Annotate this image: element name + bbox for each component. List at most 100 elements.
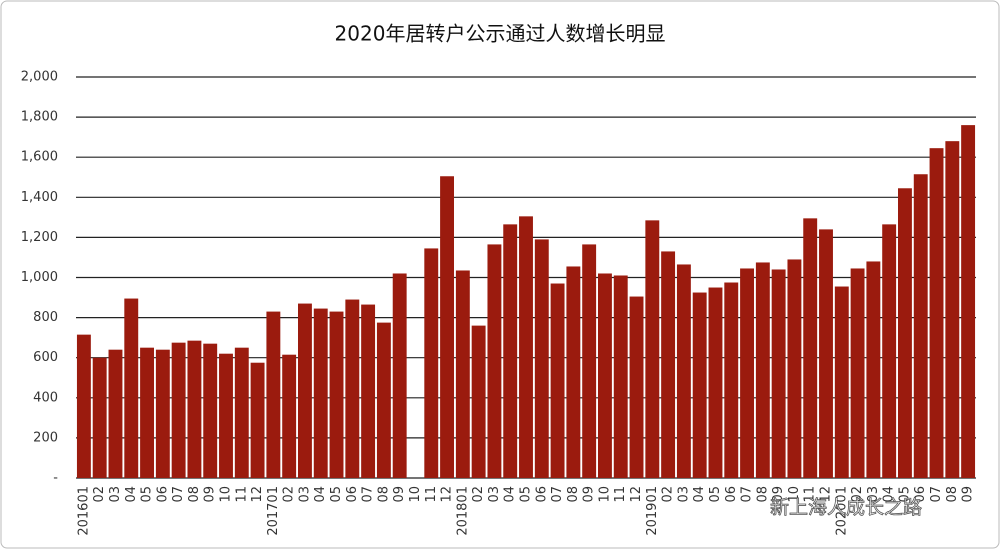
x-tick-label: 06 (913, 486, 928, 503)
x-tick-label: 02 (661, 486, 676, 503)
bar (582, 244, 597, 478)
bar (345, 299, 360, 478)
bar (519, 216, 533, 478)
bar (487, 244, 502, 478)
x-tick-label: 08 (945, 486, 960, 503)
x-tick-label: 202001 (834, 486, 849, 536)
x-tick-label: 07 (550, 486, 565, 503)
bar (945, 141, 960, 478)
bar (503, 224, 518, 478)
x-tick-label: 08 (187, 486, 202, 503)
bar (898, 188, 912, 478)
x-tick-label: 06 (534, 486, 549, 503)
y-tick-label: - (53, 471, 58, 486)
bar (866, 261, 881, 478)
x-tick-label: 03 (676, 486, 691, 503)
y-tick-label: 200 (33, 430, 58, 445)
bar (534, 239, 549, 478)
x-tick-label: 11 (424, 486, 439, 503)
x-tick-label: 09 (392, 486, 407, 503)
x-tick-label: 02 (471, 486, 486, 503)
x-tick-label: 11 (803, 486, 818, 503)
bar (755, 262, 770, 478)
bar (250, 362, 265, 478)
x-tick-label: 03 (108, 486, 123, 503)
bar (219, 353, 233, 478)
x-tick-label: 10 (787, 486, 802, 503)
watermark: 新上海人成长之路 (770, 497, 922, 519)
x-tick-label: 05 (708, 486, 723, 503)
bar (313, 308, 328, 478)
x-tick-label: 04 (503, 486, 518, 503)
x-tick-label: 12 (629, 486, 644, 503)
bar (629, 296, 644, 478)
x-tick-label: 02 (92, 486, 107, 503)
x-tick-label: 10 (219, 486, 234, 503)
bar (376, 322, 391, 478)
y-tick-label: 1,000 (21, 270, 58, 285)
x-tick-label: 09 (771, 486, 786, 503)
bar (171, 342, 186, 478)
x-tick-label: 12 (819, 486, 834, 503)
chart-title: 2020年居转户公示通过人数增长明显 (335, 22, 666, 46)
x-tick-label: 05 (329, 486, 344, 503)
bar (929, 148, 944, 479)
bar (708, 287, 723, 478)
x-tick-label: 201801 (455, 486, 470, 536)
bar (440, 176, 454, 478)
bar (819, 229, 833, 478)
x-tick-label: 08 (755, 486, 770, 503)
y-tick-label: 1,400 (21, 190, 58, 205)
x-tick-label: 05 (897, 486, 912, 503)
x-tick-label: 06 (724, 486, 739, 503)
x-tick-label: 09 (582, 486, 597, 503)
bar (266, 311, 281, 478)
bar (676, 264, 691, 478)
bar (692, 292, 707, 478)
bar (455, 270, 470, 478)
bar (645, 220, 660, 479)
bar (724, 282, 739, 478)
bar (834, 286, 849, 478)
x-tick-label: 201701 (266, 486, 281, 536)
bar (92, 357, 107, 478)
bar (882, 224, 897, 478)
bar (76, 334, 91, 478)
x-tick-label: 06 (155, 486, 170, 503)
x-tick-label: 04 (124, 486, 139, 503)
x-tick-label: 03 (866, 486, 881, 503)
x-tick-label: 04 (313, 486, 328, 503)
y-tick-label: 600 (33, 350, 58, 365)
y-tick-label: 1,200 (21, 230, 58, 245)
bar (298, 303, 312, 478)
x-tick-label: 10 (408, 486, 423, 503)
y-tick-label: 800 (33, 310, 58, 325)
x-tick-label: 12 (250, 486, 265, 503)
bar (913, 174, 928, 478)
y-tick-label: 2,000 (21, 70, 58, 85)
bar (803, 218, 818, 479)
bar (392, 273, 407, 478)
bar (550, 283, 565, 478)
bar (850, 268, 865, 478)
bar (140, 347, 154, 478)
x-tick-label: 07 (929, 486, 944, 503)
bar (108, 349, 123, 478)
x-tick-label: 201601 (76, 486, 91, 536)
bar (329, 311, 344, 478)
bar (155, 349, 170, 478)
x-tick-label: 08 (376, 486, 391, 503)
x-tick-label: 09 (203, 486, 218, 503)
bar (471, 325, 486, 478)
y-tick-label: 1,600 (21, 150, 58, 165)
bar (234, 347, 249, 478)
bar (661, 251, 676, 478)
x-tick-label: 07 (740, 486, 755, 503)
bar (613, 275, 628, 478)
bar (187, 340, 202, 478)
x-tick-label: 04 (882, 486, 897, 503)
x-tick-label: 11 (613, 486, 628, 503)
x-tick-label: 02 (282, 486, 297, 503)
bar (961, 125, 976, 479)
